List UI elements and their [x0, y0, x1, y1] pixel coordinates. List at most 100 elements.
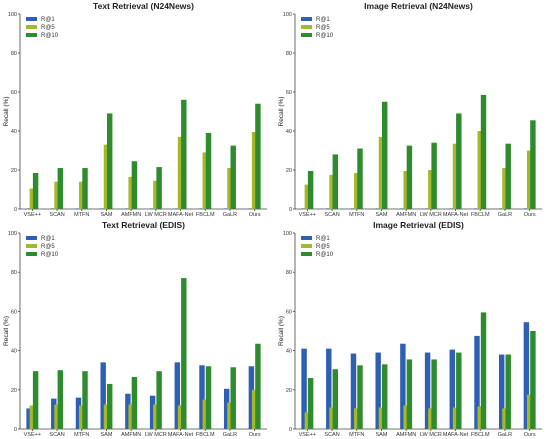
y-tick-label: 0	[289, 207, 292, 213]
legend: R@1 R@5 R@10	[26, 236, 59, 258]
y-tick-label: 80	[286, 51, 292, 57]
chart-panel-image-retrieval-n24news: Image Retrieval (N24News) Recall (%) 0 20 40…	[275, 0, 550, 219]
bar-r-10-galr	[230, 367, 236, 429]
y-tick-label: 60	[11, 90, 17, 96]
x-tick-label: LW MCR	[420, 212, 442, 218]
chart-panel-image-retrieval-edis: Image Retrieval (EDIS) Recall (%) 0 20 40 60 8…	[275, 219, 550, 439]
bar-r-1-mtfn	[75, 397, 82, 429]
y-tick-label: 80	[286, 270, 292, 276]
bar-r-5-mtfn	[79, 181, 85, 209]
legend-label-r-1: R@1	[41, 17, 55, 23]
bar-r-5-galr	[227, 168, 233, 209]
legend-swatch-r-10	[26, 252, 37, 256]
bar-r-10-vse	[307, 170, 314, 209]
bar-r-5-amfmn	[403, 405, 409, 429]
bar-r-10-fbclm	[205, 366, 212, 429]
bar-r-1-ours	[523, 208, 530, 209]
bar-r-10-sam	[106, 113, 113, 209]
x-tick-label: MTFN	[74, 212, 89, 218]
bar-r-10-mafa-net	[456, 113, 462, 209]
bar-r-10-mafa-net	[181, 278, 187, 429]
bar-r-10-scan	[57, 168, 64, 209]
legend: R@1 R@5 R@10	[301, 236, 334, 258]
legend-label-r-5: R@5	[41, 25, 55, 31]
bar-r-5-vse	[304, 412, 311, 429]
bar-r-10-lw-mcr	[156, 371, 162, 429]
bar-r-10-sam	[381, 101, 388, 209]
x-tick-label: FBCLM	[471, 212, 490, 218]
y-axis-label: Recall (%)	[278, 97, 285, 127]
legend-label-r-10: R@10	[41, 33, 59, 39]
bar-r-1-fbclm	[199, 208, 205, 209]
x-tick-label: MAFA-Net	[168, 432, 194, 438]
x-tick-label: LW MCR	[145, 432, 167, 438]
bar-r-5-scan	[54, 404, 60, 429]
bar-r-5-scan	[329, 174, 335, 209]
x-tick-label: SCAN	[49, 212, 64, 218]
bar-r-1-amfmn	[125, 393, 131, 429]
x-tick-label: SAM	[375, 212, 387, 218]
bar-r-5-amfmn	[128, 176, 134, 209]
y-tick-label: 80	[11, 270, 17, 276]
bar-r-1-ours	[523, 322, 530, 429]
bar-r-10-ours	[530, 120, 536, 209]
bar-r-10-mafa-net	[181, 99, 187, 209]
legend: R@1 R@5 R@10	[301, 17, 334, 39]
bar-r-10-vse	[32, 172, 39, 209]
bar-r-1-sam	[375, 208, 381, 209]
bar-r-1-amfmn	[400, 343, 406, 429]
x-tick-label: VSE++	[24, 432, 41, 438]
bar-r-5-ours	[526, 394, 533, 429]
chart-svg: Image Retrieval (EDIS) Recall (%) 0 20 40 60 8…	[278, 220, 542, 438]
x-tick-label: Ours	[249, 432, 261, 438]
legend-swatch-r-10	[26, 33, 37, 37]
bar-r-1-mtfn	[350, 208, 357, 209]
x-tick-label: SCAN	[324, 432, 339, 438]
bar-r-10-amfmn	[406, 145, 413, 209]
bar-r-10-fbclm	[480, 312, 487, 429]
bar-r-5-sam	[103, 144, 110, 209]
bar-r-1-mtfn	[350, 353, 357, 429]
legend-label-r-1: R@1	[316, 236, 330, 242]
bar-r-5-ours	[526, 150, 533, 209]
bar-r-1-sam	[100, 208, 106, 209]
bar-r-1-mtfn	[75, 208, 82, 209]
bar-r-5-fbclm	[477, 406, 483, 429]
bar-r-10-mtfn	[357, 148, 363, 209]
bar-r-5-sam	[378, 407, 385, 429]
x-tick-label: FBCLM	[471, 432, 490, 438]
bar-r-10-sam	[106, 383, 113, 429]
bar-r-1-fbclm	[474, 208, 480, 209]
y-axis-label: Recall (%)	[3, 97, 10, 127]
y-tick-label: 60	[11, 309, 17, 315]
bar-r-10-scan	[332, 369, 339, 429]
legend-swatch-r-5	[26, 244, 37, 248]
bar-r-10-vse	[32, 371, 39, 429]
bar-r-5-amfmn	[128, 404, 134, 429]
x-tick-label: MTFN	[349, 212, 364, 218]
bar-r-5-vse	[304, 184, 311, 209]
x-tick-label: VSE++	[299, 212, 316, 218]
bar-r-1-scan	[326, 208, 332, 209]
legend-label-r-1: R@1	[316, 17, 330, 23]
chart-svg: Text Retrieval (EDIS) Recall (%) 0 20 40 60 80…	[3, 220, 267, 438]
y-tick-label: 20	[11, 168, 17, 174]
chart-panel-text-retrieval-n24news: Text Retrieval (N24News) Recall (%) 0 20 40 6…	[0, 0, 275, 219]
y-tick-label: 0	[289, 427, 292, 433]
y-tick-label: 40	[11, 349, 17, 355]
bar-r-5-mafa-net	[177, 136, 184, 209]
y-tick-label: 80	[11, 51, 17, 57]
legend-swatch-r-1	[301, 236, 312, 240]
bar-r-1-scan	[51, 398, 57, 429]
legend-swatch-r-10	[301, 33, 312, 37]
bar-r-5-scan	[329, 407, 335, 429]
bar-r-1-lw-mcr	[149, 208, 156, 209]
x-tick-label: MTFN	[349, 432, 364, 438]
x-tick-label: VSE++	[24, 212, 41, 218]
bar-r-5-mtfn	[79, 405, 85, 429]
y-tick-label: 100	[283, 231, 292, 237]
x-tick-label: SCAN	[324, 212, 339, 218]
bar-r-1-mafa-net	[174, 362, 181, 429]
x-tick-label: MAFA-Net	[443, 432, 469, 438]
bar-r-1-ours	[248, 366, 255, 429]
